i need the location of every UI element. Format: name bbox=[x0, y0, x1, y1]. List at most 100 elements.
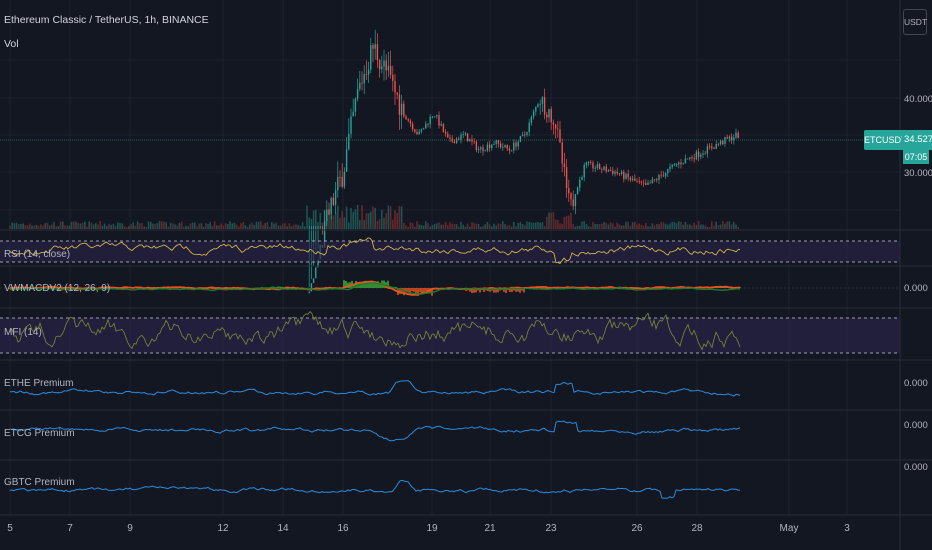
macd-histogram-bar bbox=[407, 288, 409, 292]
volume-bar bbox=[387, 205, 390, 229]
candle-body bbox=[684, 158, 687, 164]
candle-body bbox=[671, 164, 673, 167]
macd-histogram-bar bbox=[365, 282, 367, 288]
mfi-pane bbox=[0, 310, 900, 354]
date-label: 23 bbox=[545, 523, 557, 534]
candle-body bbox=[350, 116, 352, 134]
macd-histogram-bar bbox=[275, 287, 277, 288]
candle-body bbox=[607, 170, 610, 172]
volume-bar bbox=[114, 225, 117, 229]
volume-bar bbox=[328, 208, 330, 229]
volume-bar bbox=[207, 223, 209, 229]
volume-bar bbox=[438, 222, 440, 229]
macd-histogram-bar bbox=[273, 286, 275, 288]
volume-bar bbox=[427, 222, 429, 229]
volume-bar bbox=[517, 223, 519, 229]
volume-bar bbox=[722, 221, 724, 229]
volume-bar bbox=[636, 224, 638, 229]
volume-bar bbox=[57, 226, 60, 229]
candle-body bbox=[387, 65, 390, 71]
candle-body bbox=[488, 144, 491, 149]
volume-bar bbox=[563, 216, 566, 229]
candle-body bbox=[730, 136, 733, 141]
candle-body bbox=[431, 116, 434, 118]
volume-bar bbox=[502, 221, 504, 229]
volume-bar bbox=[735, 224, 737, 229]
candle-body bbox=[587, 161, 590, 163]
candle-body bbox=[315, 267, 317, 279]
volume-bar bbox=[130, 224, 132, 229]
volume-bar bbox=[614, 226, 616, 229]
volume-bar bbox=[607, 224, 610, 229]
volume-bar bbox=[178, 222, 181, 229]
date-label: 19 bbox=[426, 523, 438, 534]
candle-body bbox=[517, 141, 519, 147]
currency-button[interactable]: USDT bbox=[903, 9, 927, 35]
volume-bar bbox=[119, 222, 121, 229]
volume-bar bbox=[295, 224, 297, 229]
volume-bar bbox=[451, 223, 453, 229]
premium-line bbox=[9, 479, 741, 499]
date-label: 26 bbox=[631, 523, 643, 534]
candle-body bbox=[689, 157, 691, 159]
macd-histogram-bar bbox=[377, 281, 379, 288]
candle-body bbox=[425, 123, 427, 129]
candle-body bbox=[682, 163, 684, 165]
candle-body bbox=[444, 131, 447, 134]
candle-body bbox=[563, 163, 566, 168]
candle-body bbox=[614, 171, 616, 174]
volume-bar bbox=[678, 221, 680, 229]
candle-body bbox=[356, 88, 359, 99]
volume-bar bbox=[381, 210, 383, 229]
volume-bar bbox=[526, 221, 528, 229]
volume-bar bbox=[724, 223, 726, 229]
candle-body bbox=[447, 133, 449, 138]
volume-bar bbox=[332, 215, 335, 229]
candle-body bbox=[312, 278, 315, 284]
candle-body bbox=[363, 74, 365, 84]
volume-bar bbox=[554, 219, 557, 229]
volume-bar bbox=[488, 224, 491, 229]
volume-bar bbox=[253, 225, 255, 229]
ethe-premium-label[interactable]: ETHE Premium bbox=[4, 378, 74, 389]
etcg-premium-label[interactable]: ETCG Premium bbox=[4, 428, 75, 439]
candle-body bbox=[328, 209, 330, 215]
volume-bar bbox=[33, 225, 35, 229]
volume-bar bbox=[649, 226, 651, 229]
volume-bar bbox=[189, 223, 192, 229]
candle-body bbox=[719, 140, 722, 145]
candle-body bbox=[409, 120, 412, 124]
macd-histogram-bar bbox=[513, 288, 515, 291]
vwmacd-label[interactable]: VWMACDV2 (12, 26, 9) bbox=[4, 283, 111, 294]
candle-body bbox=[449, 137, 451, 139]
candle-body bbox=[656, 179, 658, 181]
macd-histogram-bar bbox=[387, 280, 389, 288]
volume-bar bbox=[638, 223, 640, 229]
volume-bar bbox=[585, 223, 588, 229]
volume-bar bbox=[147, 221, 150, 229]
candle-body bbox=[506, 144, 508, 149]
volume-bar bbox=[216, 225, 218, 229]
volume-bar bbox=[706, 226, 709, 229]
volume-bar bbox=[141, 223, 143, 229]
volume-bar bbox=[592, 221, 594, 229]
macd-histogram-bar bbox=[515, 288, 517, 292]
volume-bar bbox=[132, 222, 134, 229]
volume-bar bbox=[715, 221, 717, 229]
volume-bar bbox=[233, 222, 236, 229]
candle-body bbox=[660, 174, 662, 176]
mfi-label[interactable]: MFI (14) bbox=[4, 327, 42, 338]
rsi-label[interactable]: RSI (14, close) bbox=[4, 249, 71, 260]
volume-bar bbox=[343, 217, 346, 229]
candle-body bbox=[581, 177, 583, 180]
gbtc-premium-label[interactable]: GBTC Premium bbox=[4, 477, 75, 488]
candle-body bbox=[678, 162, 680, 165]
volume-bar bbox=[601, 223, 603, 229]
candle-body bbox=[497, 140, 500, 144]
volume-bar bbox=[726, 221, 728, 229]
candle-body bbox=[636, 180, 638, 182]
volume-bar bbox=[374, 207, 376, 229]
volume-bar bbox=[244, 225, 247, 229]
volume-bar bbox=[440, 224, 442, 229]
